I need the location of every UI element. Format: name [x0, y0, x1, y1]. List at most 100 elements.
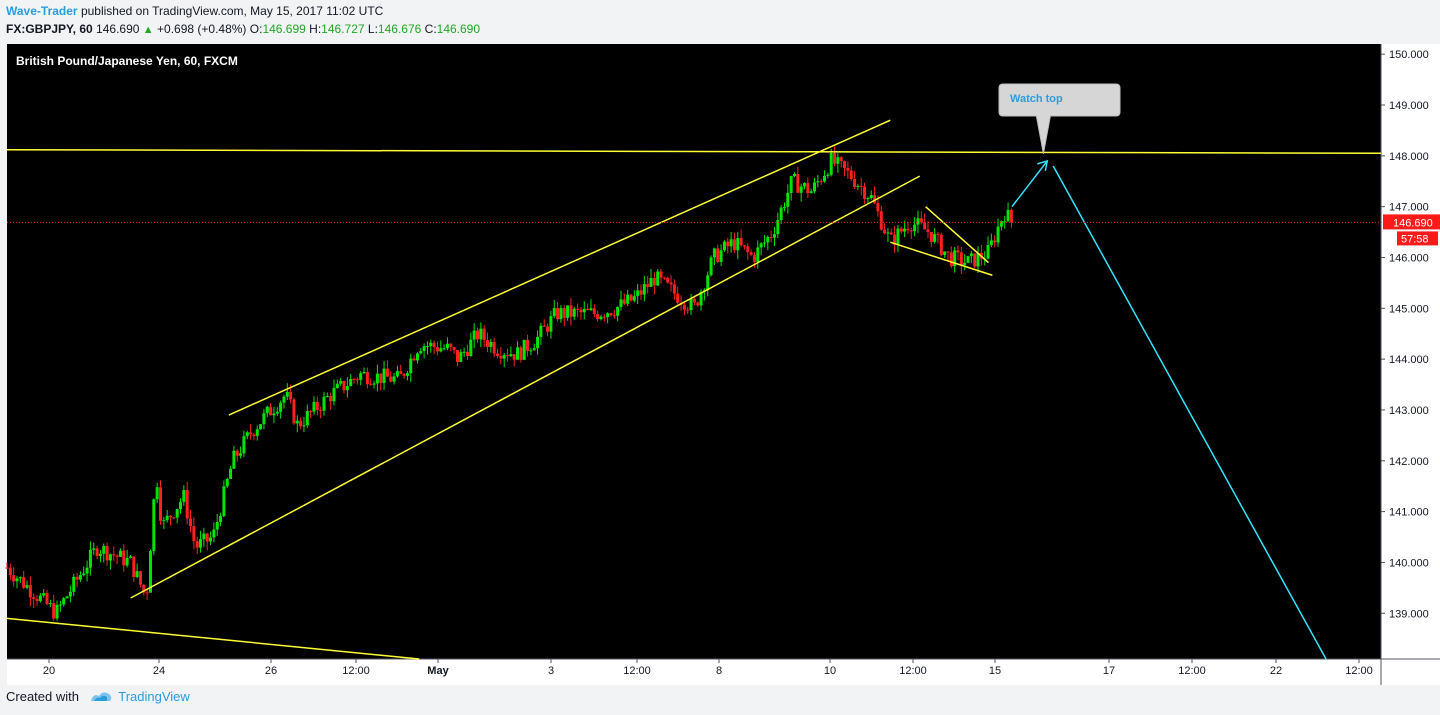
created-with-label: Created with — [6, 689, 79, 704]
candle-up — [202, 533, 206, 540]
x-tick-label: 12:00 — [1178, 665, 1206, 677]
candle-down — [929, 231, 933, 242]
candle-up — [38, 595, 42, 602]
candle-up — [375, 373, 379, 384]
candle-up — [816, 181, 820, 183]
candle-up — [88, 549, 92, 568]
tradingview-link[interactable]: TradingView — [118, 689, 190, 704]
candle-down — [692, 298, 696, 303]
candle-down — [819, 181, 823, 183]
candle-up — [415, 353, 419, 361]
candle-up — [98, 553, 102, 556]
candle-up — [933, 233, 937, 242]
candle-up — [72, 576, 76, 592]
last-price-tag — [1383, 214, 1440, 230]
candle-up — [222, 486, 226, 517]
y-tick-label: 140.000 — [1389, 557, 1429, 569]
candle-up — [549, 316, 553, 332]
candle-up — [42, 593, 46, 596]
candle-up — [509, 354, 513, 357]
candle-down — [432, 342, 436, 348]
candle-up — [282, 396, 286, 403]
y-tick-label: 149.000 — [1389, 100, 1429, 112]
candle-down — [956, 250, 960, 253]
candle-up — [275, 411, 279, 414]
candle-up — [332, 388, 336, 402]
candle-up — [392, 376, 396, 382]
candle-up — [779, 207, 783, 221]
tradingview-logo-icon[interactable] — [89, 689, 113, 706]
candle-down — [195, 541, 199, 548]
candle-up — [469, 339, 473, 357]
trend-line — [6, 148, 1382, 155]
candle-up — [786, 192, 790, 207]
candle-down — [352, 378, 356, 380]
high-label: H: — [309, 22, 322, 36]
candle-up — [836, 157, 840, 164]
candle-up — [82, 573, 86, 576]
candle-up — [339, 381, 343, 384]
candle-up — [305, 411, 309, 426]
candle-down — [716, 248, 720, 262]
last-price-tag-label: 146.690 — [1393, 217, 1433, 229]
candle-down — [662, 277, 666, 279]
candle-up — [429, 342, 433, 347]
candle-down — [576, 308, 580, 310]
candle-down — [22, 577, 26, 588]
candle-down — [105, 545, 109, 561]
x-tick-label: 3 — [548, 665, 554, 677]
candle-down — [696, 302, 700, 306]
candle-up — [265, 406, 269, 414]
candle-up — [209, 537, 213, 542]
candle-up — [442, 348, 446, 350]
candle-up — [155, 487, 159, 500]
candle-down — [205, 533, 209, 542]
low-label: L: — [367, 22, 378, 36]
candle-up — [65, 596, 69, 599]
countdown-tag — [1397, 231, 1438, 246]
candle-down — [839, 157, 843, 162]
candle-up — [118, 550, 122, 557]
candle-down — [1009, 209, 1013, 223]
candle-down — [946, 251, 950, 253]
candle-up — [1006, 209, 1010, 222]
candle-up — [359, 373, 363, 380]
candle-down — [669, 282, 673, 285]
candle-up — [175, 508, 179, 518]
candle-down — [289, 391, 293, 400]
candle-up — [536, 336, 540, 349]
candle-down — [732, 239, 736, 251]
candle-down — [609, 313, 613, 316]
candle-down — [435, 347, 439, 352]
close-value: 146.690 — [436, 22, 481, 36]
candle-up — [295, 420, 299, 424]
trend-line — [228, 119, 891, 416]
candle-up — [325, 395, 329, 397]
candle-up — [405, 373, 409, 376]
candle-up — [78, 575, 82, 580]
candle-down — [35, 599, 39, 602]
candle-down — [569, 305, 573, 317]
candle-down — [399, 371, 403, 375]
candle-down — [939, 234, 943, 255]
y-tick-label: 139.000 — [1389, 608, 1429, 620]
candle-down — [292, 399, 296, 424]
candle-up — [445, 343, 449, 349]
candle-up — [102, 545, 106, 554]
trend-line — [130, 175, 921, 599]
symbol-label: FX:GBPJPY, 60 — [6, 22, 93, 36]
author-link[interactable]: Wave-Trader — [6, 4, 78, 18]
candle-down — [686, 309, 690, 311]
candle-down — [993, 240, 997, 243]
candle-down — [412, 358, 416, 361]
candle-down — [879, 211, 883, 230]
x-tick-label: 17 — [1103, 665, 1115, 677]
trend-line — [925, 206, 989, 264]
candle-down — [342, 381, 346, 391]
candle-down — [496, 353, 500, 357]
candle-down — [369, 384, 373, 386]
candle-up — [55, 604, 59, 619]
x-tick-label: 8 — [716, 665, 722, 677]
y-tick-label: 145.000 — [1389, 303, 1429, 315]
